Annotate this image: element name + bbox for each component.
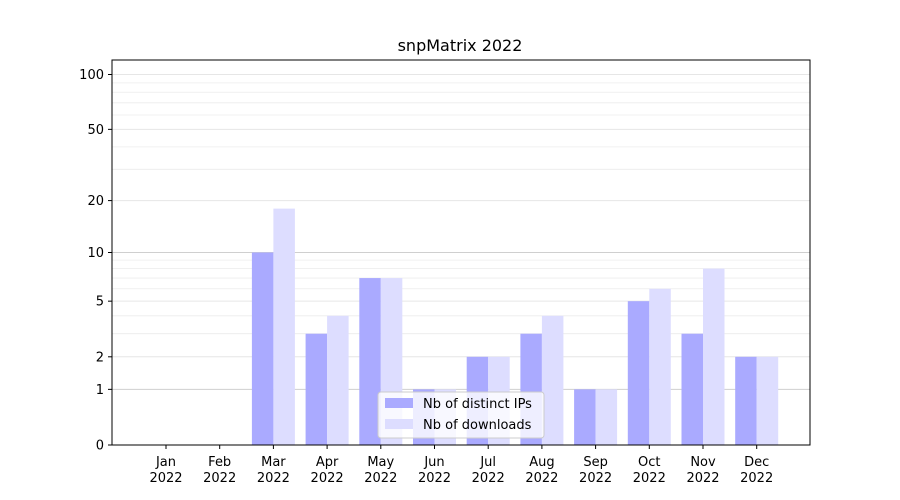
x-tick-label-month: Mar <box>261 455 286 470</box>
bar-distinct-ips <box>735 356 757 445</box>
y-tick-label: 5 <box>96 295 104 310</box>
y-tick-label: 1 <box>96 383 104 398</box>
bar-distinct-ips <box>627 301 650 445</box>
x-tick-label-month: May <box>367 455 394 470</box>
x-tick-label-month: Aug <box>529 455 554 470</box>
legend-swatch <box>385 419 413 429</box>
x-tick-label-month: Nov <box>690 455 716 470</box>
x-tick-label-year: 2022 <box>418 471 451 486</box>
bar-downloads <box>595 389 618 445</box>
x-tick-label-year: 2022 <box>311 471 344 486</box>
bar-downloads <box>273 208 295 445</box>
x-tick-label-year: 2022 <box>740 471 773 486</box>
bar-distinct-ips <box>574 389 596 445</box>
x-tick-label-month: Jul <box>479 455 496 470</box>
x-tick-label-month: Jun <box>423 455 444 470</box>
x-tick-label-month: Apr <box>316 455 339 470</box>
y-tick-label: 20 <box>87 194 104 209</box>
bar-downloads <box>541 315 564 445</box>
bar-downloads <box>327 315 349 445</box>
y-axis: 0 1 2 5 10 20 50 100 <box>79 68 112 454</box>
legend-swatch <box>385 398 413 408</box>
x-tick-label-month: Jan <box>155 455 176 470</box>
x-tick-label-month: Sep <box>583 455 608 470</box>
x-tick-label-year: 2022 <box>364 471 397 486</box>
x-axis: Jan2022Feb2022Mar2022Apr2022May2022Jun20… <box>149 445 773 486</box>
x-tick-label-month: Dec <box>744 455 769 470</box>
x-tick-label-year: 2022 <box>633 471 666 486</box>
plot-frame <box>111 59 811 446</box>
x-tick-label-year: 2022 <box>149 471 182 486</box>
legend-label: Nb of downloads <box>423 418 532 433</box>
x-tick-label-year: 2022 <box>472 471 505 486</box>
x-tick-label-year: 2022 <box>257 471 290 486</box>
bar-distinct-ips <box>251 252 274 445</box>
bar-distinct-ips <box>305 333 328 445</box>
legend-label: Nb of distinct IPs <box>423 397 532 412</box>
legend-box <box>377 391 545 439</box>
x-tick-label-month: Feb <box>208 455 231 470</box>
x-tick-label-year: 2022 <box>203 471 236 486</box>
x-tick-label-year: 2022 <box>686 471 719 486</box>
x-tick-label-year: 2022 <box>525 471 558 486</box>
y-tick-label: 50 <box>87 123 104 138</box>
y-tick-label: 2 <box>96 350 104 365</box>
chart-title: snpMatrix 2022 <box>398 36 523 55</box>
x-tick-label-year: 2022 <box>579 471 612 486</box>
bar-downloads <box>703 268 725 445</box>
bar-distinct-ips <box>681 333 703 445</box>
bar-downloads <box>756 356 779 445</box>
y-tick-label: 100 <box>79 68 104 83</box>
bar-downloads <box>649 288 671 445</box>
y-tick-label: 0 <box>96 439 104 454</box>
legend: Nb of distinct IPs Nb of downloads <box>377 391 545 439</box>
y-tick-label: 10 <box>87 246 104 261</box>
x-tick-label-month: Oct <box>638 455 660 470</box>
bar-distinct-ips <box>359 278 381 445</box>
